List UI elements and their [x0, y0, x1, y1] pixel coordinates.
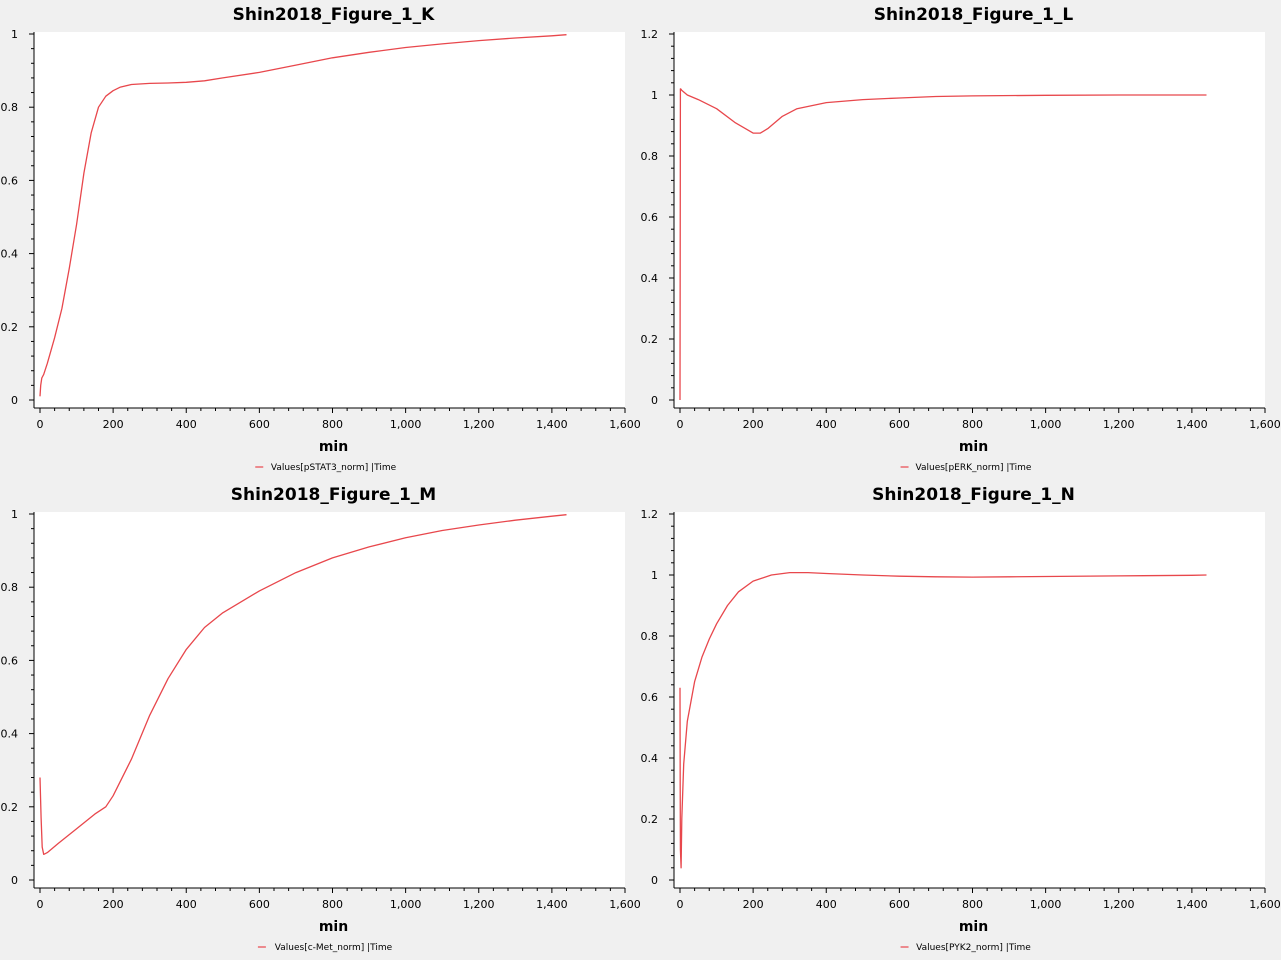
x-tick-label: 0 — [37, 418, 44, 431]
x-tick-label: 0 — [677, 418, 684, 431]
chart-panel-l: Shin2018_Figure_1_L 0 200 400 600 800 1,000 1,2… — [640, 0, 1281, 480]
y-tick-label: 0 — [651, 394, 658, 407]
chart-svg: Shin2018_Figure_1_M 0 200 400 600 800 1,000 1,2… — [1, 485, 641, 953]
y-tick-label: 0.6 — [641, 211, 659, 224]
y-tick-label: 0.8 — [641, 150, 659, 163]
y-tick-label: 0.8 — [641, 630, 659, 643]
x-tick-label: 200 — [103, 898, 124, 911]
y-tick-label: 1.2 — [641, 28, 659, 41]
x-tick-label: 1,400 — [536, 418, 568, 431]
x-tick-label: 1,600 — [1249, 418, 1280, 431]
x-axis-label: min — [319, 439, 348, 455]
y-tick-label: 0.2 — [641, 333, 659, 346]
y-tick-label: 1 — [11, 28, 18, 41]
x-axis-label: min — [959, 439, 988, 455]
y-tick-label: 1 — [11, 508, 18, 521]
y-tick-label: 0.2 — [1, 321, 19, 334]
x-tick-label: 800 — [962, 418, 983, 431]
x-tick-label: 0 — [37, 898, 44, 911]
x-tick-label: 800 — [322, 898, 343, 911]
x-axis-label: min — [959, 919, 988, 935]
y-tick-label: 1.2 — [641, 508, 659, 521]
x-tick-label: 400 — [176, 898, 197, 911]
chart-title: Shin2018_Figure_1_N — [872, 485, 1075, 505]
x-tick-label: 1,000 — [390, 898, 422, 911]
chart-svg: Shin2018_Figure_1_K 0 200 400 600 800 1,000 1,2… — [1, 5, 641, 473]
x-tick-label: 0 — [677, 898, 684, 911]
plot-area — [674, 32, 1265, 408]
y-tick-label: 1 — [651, 569, 658, 582]
x-tick-label: 600 — [249, 898, 270, 911]
series-line — [39, 34, 567, 397]
x-tick-label: 200 — [743, 898, 764, 911]
y-tick-label: 0.2 — [1, 801, 19, 814]
series-line — [39, 514, 567, 856]
legend-label: Values[c-Met_norm] |Time — [275, 943, 393, 953]
x-tick-label: 1,400 — [1176, 418, 1208, 431]
y-tick-label: 0.4 — [1, 248, 19, 261]
x-tick-label: 400 — [816, 898, 837, 911]
x-tick-label: 400 — [816, 418, 837, 431]
chart-title: Shin2018_Figure_1_L — [874, 5, 1074, 25]
y-tick-label: 0 — [11, 874, 18, 887]
plot-area — [34, 512, 625, 888]
y-tick-label: 0.6 — [1, 654, 19, 667]
y-tick-label: 0.4 — [641, 272, 659, 285]
plot-area — [674, 512, 1265, 888]
x-tick-label: 1,000 — [390, 418, 422, 431]
x-tick-label: 1,000 — [1030, 418, 1062, 431]
x-tick-label: 800 — [962, 898, 983, 911]
y-tick-label: 0.8 — [1, 581, 19, 594]
x-tick-label: 600 — [889, 418, 910, 431]
y-tick-label: 1 — [651, 89, 658, 102]
y-tick-label: 0.2 — [641, 813, 659, 826]
x-tick-label: 800 — [322, 418, 343, 431]
x-tick-label: 1,200 — [463, 418, 495, 431]
y-tick-label: 0.8 — [1, 101, 19, 114]
y-tick-label: 0.6 — [641, 691, 659, 704]
y-tick-label: 0 — [11, 394, 18, 407]
chart-panel-m: Shin2018_Figure_1_M 0 200 400 600 800 1,000 1,2… — [0, 480, 641, 960]
x-tick-label: 200 — [743, 418, 764, 431]
x-tick-label: 1,400 — [536, 898, 568, 911]
y-tick-label: 0.4 — [1, 728, 19, 741]
y-tick-label: 0.6 — [1, 174, 19, 187]
legend-label: Values[PYK2_norm] |Time — [916, 943, 1031, 953]
chart-panel-n: Shin2018_Figure_1_N 0 200 400 600 800 1,000 1,2… — [640, 480, 1281, 960]
chart-title: Shin2018_Figure_1_M — [231, 485, 436, 505]
chart-title: Shin2018_Figure_1_K — [233, 5, 436, 25]
series-line — [679, 571, 1207, 869]
x-tick-label: 200 — [103, 418, 124, 431]
x-tick-label: 1,600 — [609, 898, 640, 911]
x-tick-label: 1,400 — [1176, 898, 1208, 911]
x-tick-label: 1,200 — [463, 898, 495, 911]
series-line — [679, 88, 1207, 401]
chart-svg: Shin2018_Figure_1_N 0 200 400 600 800 1,000 1,2… — [641, 485, 1281, 953]
x-axis-label: min — [319, 919, 348, 935]
chart-svg: Shin2018_Figure_1_L 0 200 400 600 800 1,000 1,2… — [641, 5, 1281, 473]
x-tick-label: 1,200 — [1103, 898, 1135, 911]
x-tick-label: 400 — [176, 418, 197, 431]
x-tick-label: 1,200 — [1103, 418, 1135, 431]
plot-area — [34, 32, 625, 408]
x-tick-label: 1,000 — [1030, 898, 1062, 911]
legend-label: Values[pERK_norm] |Time — [916, 463, 1032, 473]
x-tick-label: 600 — [889, 898, 910, 911]
chart-panel-k: Shin2018_Figure_1_K 0 200 400 600 800 1,000 1,2… — [0, 0, 641, 480]
x-tick-label: 600 — [249, 418, 270, 431]
x-tick-label: 1,600 — [1249, 898, 1280, 911]
y-tick-label: 0 — [651, 874, 658, 887]
y-tick-label: 0.4 — [641, 752, 659, 765]
x-tick-label: 1,600 — [609, 418, 640, 431]
legend-label: Values[pSTAT3_norm] |Time — [271, 463, 397, 473]
